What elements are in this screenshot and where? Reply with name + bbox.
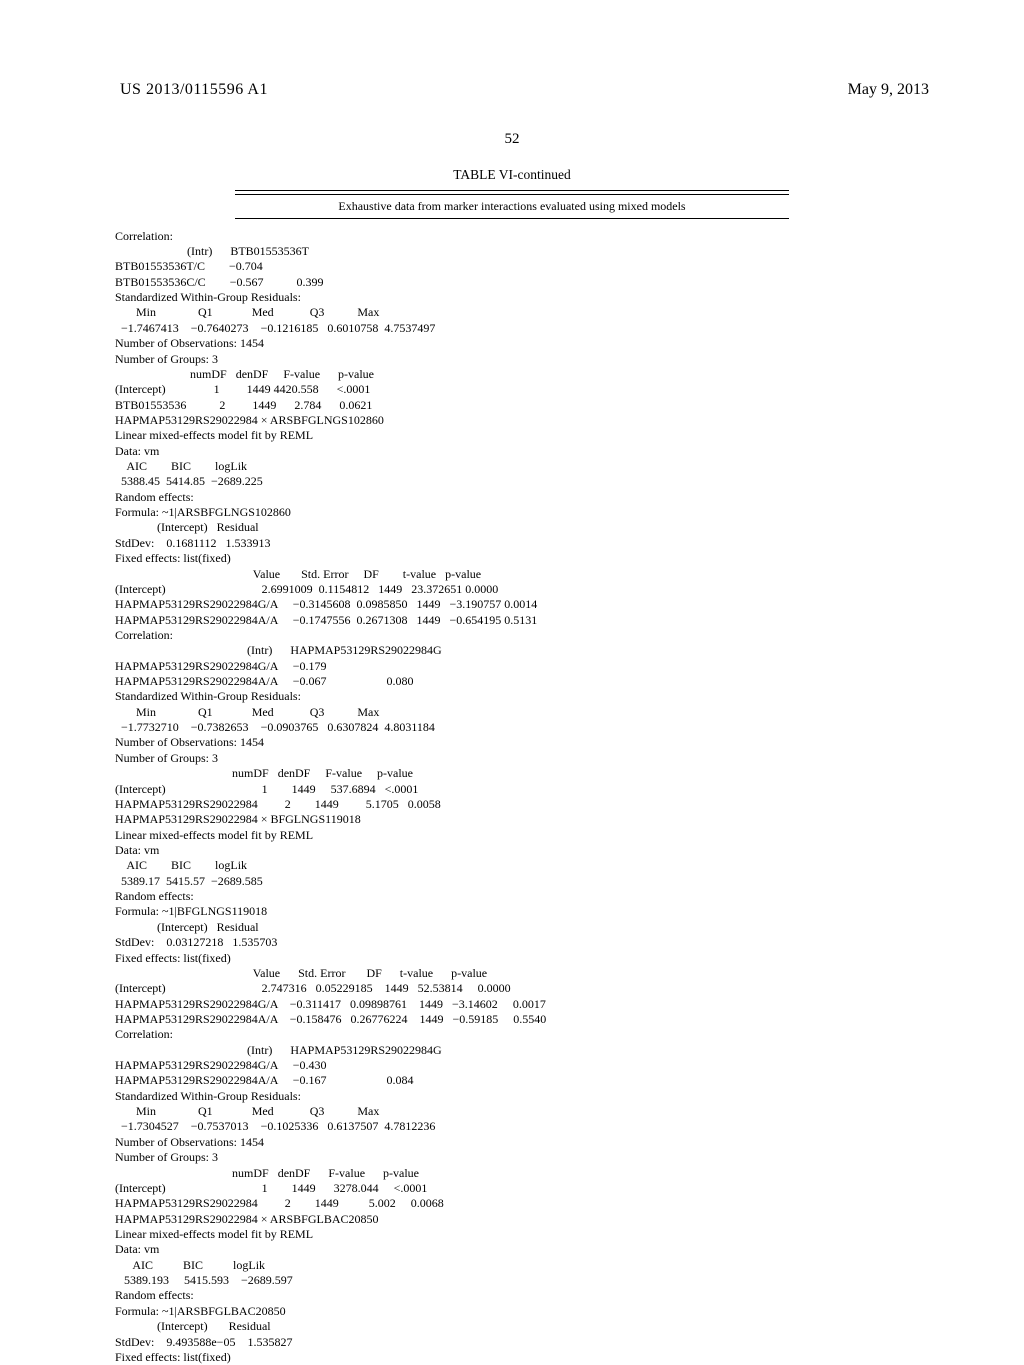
stats-section-1: Correlation: (Intr) BTB01553536T BTB0155…	[115, 229, 909, 1365]
page-number: 52	[0, 130, 1024, 149]
table-title: TABLE VI-continued	[115, 167, 909, 184]
patent-date: May 9, 2013	[848, 80, 929, 100]
table-subtitle: Exhaustive data from marker interactions…	[235, 194, 789, 219]
content-body: TABLE VI-continued Exhaustive data from …	[0, 167, 1024, 1365]
patent-id: US 2013/0115596 A1	[120, 80, 268, 100]
page-header: US 2013/0115596 A1 May 9, 2013	[0, 0, 1024, 100]
